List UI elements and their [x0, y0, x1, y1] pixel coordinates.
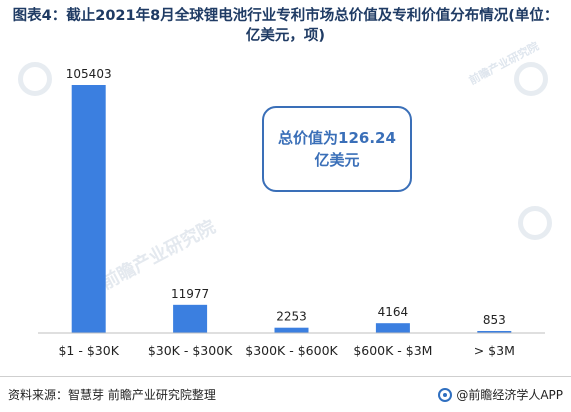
watermark-logo-icon [514, 62, 548, 96]
data-label-2: 11977 [171, 287, 209, 301]
labels-layer: 105403 11977 2253 4164 853 [66, 67, 506, 327]
footer: 资料来源：智慧芽 前瞻产业研究院整理 @前瞻经济学人APP [0, 376, 571, 412]
bar-5 [477, 330, 512, 333]
x-tick-labels: $1 - $30K $30K - $300K $300K - $600K $600K … [58, 343, 514, 358]
total-value-callout: 总价值为126.24 亿美元 [262, 106, 412, 192]
data-label-5: 853 [483, 313, 506, 327]
bar-chart: 105403 11977 2253 4164 853 $1 - $30K $30K - $… [38, 67, 545, 358]
data-label-4: 4164 [378, 305, 409, 319]
watermark-logo-icon [518, 206, 552, 240]
data-label-3: 2253 [276, 310, 307, 324]
chart-title: 图表4：截止2021年8月全球锂电池行业专利市场总价值及专利价值分布情况(单位：… [12, 8, 559, 44]
x-tick-label-5: > $3M [474, 343, 515, 358]
brand-logo-icon [438, 387, 453, 402]
callout-line-1: 总价值为126.24 [278, 129, 396, 147]
source-note: 资料来源：智慧芽 前瞻产业研究院整理 [8, 388, 216, 402]
bars-layer [71, 85, 512, 333]
brand-credit: @前瞻经济学人APP [438, 386, 563, 403]
bar-2 [173, 304, 208, 333]
bar-4 [375, 323, 410, 333]
bar-1 [71, 85, 106, 333]
data-label-1: 105403 [66, 67, 112, 81]
brand-credit-text: @前瞻经济学人APP [456, 388, 563, 402]
bar-3 [274, 327, 309, 333]
x-tick-label-2: $30K - $300K [148, 343, 233, 358]
x-tick-label-4: $600K - $3M [353, 343, 432, 358]
x-tick-label-1: $1 - $30K [58, 343, 119, 358]
watermark-logo-icon [18, 62, 52, 96]
x-tick-label-3: $300K - $600K [245, 343, 338, 358]
callout-line-2: 亿美元 [314, 151, 360, 169]
